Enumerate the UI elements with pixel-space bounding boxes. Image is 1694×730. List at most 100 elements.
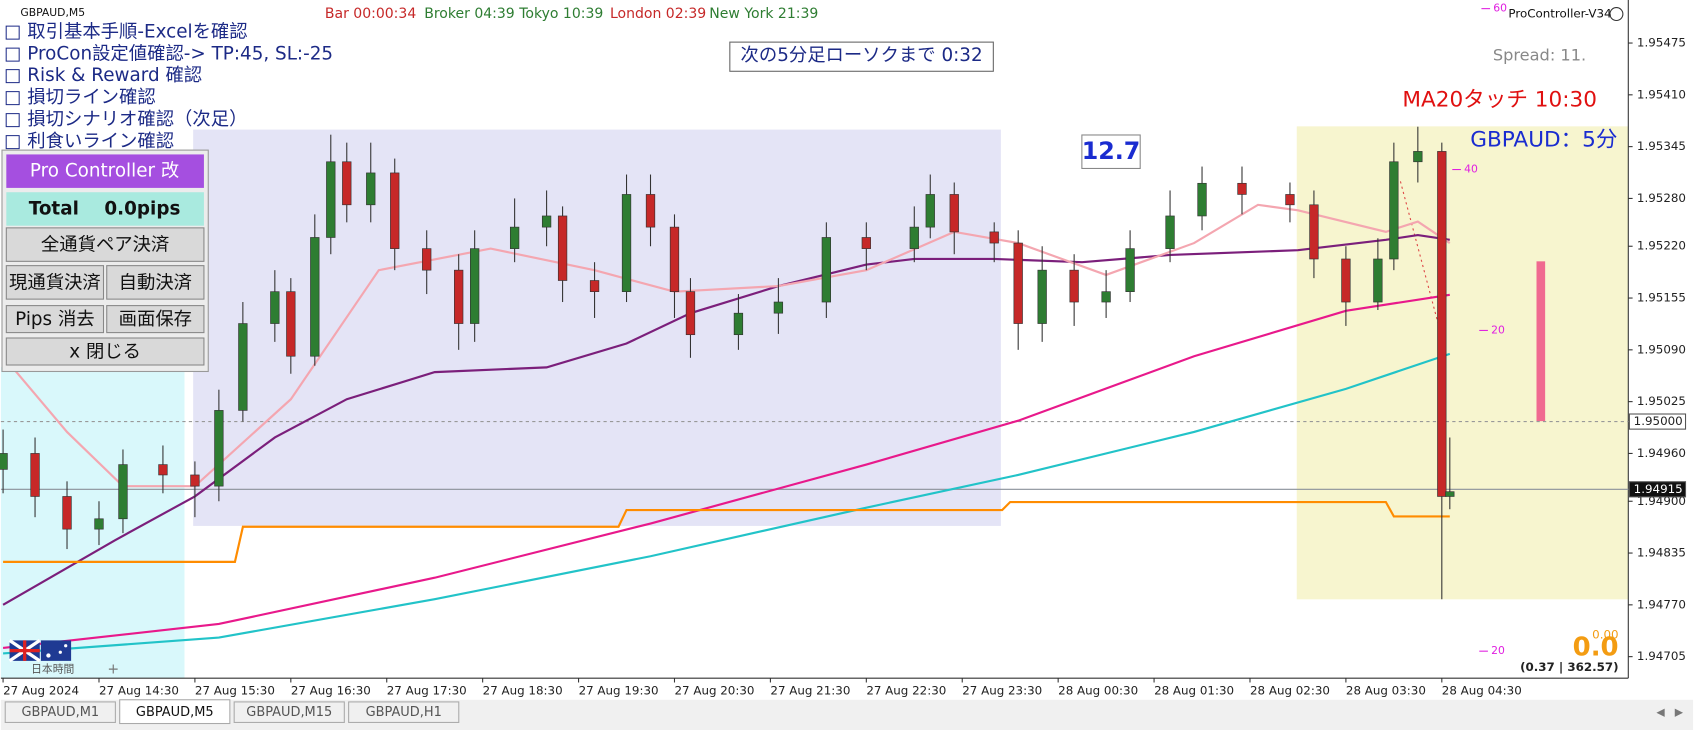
checklist-item[interactable]: □ ProCon設定値確認-> TP:45, SL:-25 [4,43,333,64]
flags [8,639,72,663]
candle-body [925,194,935,228]
tab-label[interactable]: GBPAUD,M5 [136,705,214,720]
add-button[interactable]: + [107,662,119,678]
checklist-item[interactable]: □ 利食いライン確認 [4,131,174,152]
candle-body [1165,215,1175,249]
candle-body [1237,182,1247,195]
candle-body [669,226,680,292]
ea-name: ProController-V34 [1508,7,1611,21]
panel-button-label[interactable]: 画面保存 [119,309,192,330]
candle-body [62,496,72,530]
checklist-item[interactable]: □ 取引基本手順-Excelを確認 [4,21,247,42]
session-zone [1296,126,1629,600]
panel-button-label[interactable]: x 閉じる [69,342,141,363]
candle-body [1125,248,1135,292]
scroll-left[interactable]: ◀ [1656,706,1665,719]
candle-body [1413,151,1423,163]
panel-title: Pro Controller 改 [30,161,179,182]
timer: New York 21:39 [709,6,818,22]
candle-body [1309,204,1319,260]
ma-line [3,500,1450,563]
candle-body [989,231,999,244]
candle-body [1069,269,1079,303]
panel-button[interactable] [106,265,205,300]
timezone: 日本時間 [31,663,74,676]
tab[interactable] [348,701,460,723]
total: Total 0.0pips [29,198,181,219]
scroll-right[interactable]: ▶ [1675,706,1684,719]
panel-title-bg [6,154,204,188]
panel-button[interactable] [5,227,205,262]
ma-line [2,352,1451,655]
y-tick-label: 1.95025 [1637,394,1686,408]
panel-button[interactable] [106,305,205,334]
candle-body [366,172,376,206]
profit-small: 0.00 [1592,627,1618,641]
x-tick-label: 27 Aug 22:30 [866,684,946,698]
candle-body [861,237,871,249]
ma-line [2,293,1450,650]
y-tick-label: 1.95410 [1637,87,1686,101]
indicator-label: 20 [1491,323,1505,336]
indicator-label: 20 [1491,644,1505,657]
candle-body [158,464,168,476]
x-tick-label: 28 Aug 01:30 [1154,684,1234,698]
candle-body [821,237,831,303]
candle-body [909,226,919,249]
candle-body [390,172,400,249]
tab[interactable] [4,701,116,723]
panel-button-label[interactable]: 全通貨ペア決済 [41,235,169,256]
x-tick-label: 27 Aug 21:30 [770,684,850,698]
axes: 1.95475 1.95410 1.95345 1.95280 1.95220 1.951… [2,36,1687,698]
tab-label[interactable]: GBPAUD,M15 [246,705,332,720]
smiley-icon [1609,7,1624,22]
candle-body [30,453,40,497]
indicator-bar [1536,261,1546,422]
checklist-item[interactable]: □ 損切ライン確認 [4,87,156,108]
panel-button[interactable] [5,305,105,334]
candle-body [0,453,8,470]
price-label: 1.94915 [1634,482,1683,496]
indicator-label: 60 [1493,2,1507,15]
candle-body [589,280,600,292]
price-label: 1.95000 [1634,414,1683,428]
panel-button-label[interactable]: Pips 消去 [15,309,94,330]
tab-label[interactable]: GBPAUD,M1 [21,705,99,720]
candle-body [310,237,320,357]
candle-body [621,194,632,292]
y-tick-label: 1.94705 [1637,649,1686,663]
panel-button-label[interactable]: 現通貨決済 [9,272,101,293]
candle-body [1013,242,1023,324]
checklist-item[interactable]: □ 損切シナリオ確認（次足） [4,109,247,130]
y-tick-label: 1.94835 [1637,546,1686,560]
timer: Bar 00:00:34 [325,6,416,22]
price-label-box [1628,413,1687,430]
candle-body [733,312,744,336]
candle-body [1101,291,1111,303]
panel-button-label[interactable]: 自動決済 [119,272,192,293]
candle-body [1445,491,1455,497]
checklist-item[interactable]: □ Risk & Reward 確認 [4,65,202,86]
tab[interactable] [119,699,231,725]
x-tick-label: 27 Aug 23:30 [962,684,1042,698]
candle-body [1373,258,1383,303]
tab[interactable] [233,701,345,723]
candle-body [773,301,784,314]
candle-body [470,248,480,324]
panel-button[interactable] [5,337,205,366]
panel-button[interactable] [5,265,105,300]
ma-touch: MA20タッチ 10:30 [1402,87,1597,112]
y-tick-label: 1.95345 [1637,139,1686,153]
candle-body [949,194,959,233]
timer: Tokyo 10:39 [518,6,603,22]
candle-body [326,161,336,238]
x-tick-label: 28 Aug 00:30 [1058,684,1138,698]
candle-body [270,291,280,324]
x-tick-label: 28 Aug 02:30 [1250,684,1330,698]
candle-body [1037,269,1047,324]
pips-value: 12.7 [1082,137,1141,165]
candle-body [557,215,568,281]
tab-label[interactable]: GBPAUD,H1 [366,705,442,720]
